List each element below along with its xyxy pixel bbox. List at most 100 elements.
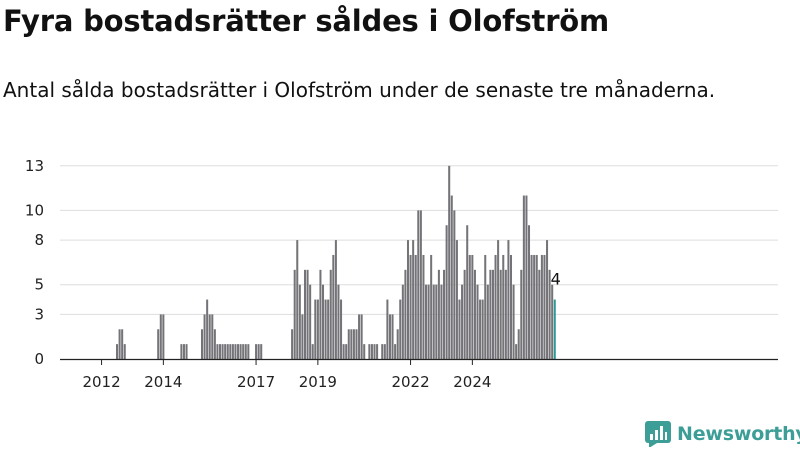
bar [399,299,402,359]
bar [422,254,425,359]
bar [229,344,232,359]
bar [445,225,448,359]
bar [213,329,216,359]
bar [244,344,247,359]
bar [540,254,543,359]
bar [432,284,435,359]
newsworthy-logo: Newsworthy [645,420,800,448]
bar [440,284,443,359]
bar [298,284,301,359]
bar [535,254,538,359]
bar [206,299,209,359]
bar [247,344,250,359]
bar [216,344,219,359]
bar [525,195,528,359]
bar [458,299,461,359]
bar [226,344,229,359]
bar [473,269,476,359]
bar [327,299,330,359]
bar [409,254,412,359]
x-tick-label: 2019 [299,373,337,391]
bar [427,284,430,359]
bar [461,284,464,359]
latest-value-label: 4 [551,270,561,289]
bar [231,344,234,359]
bar [522,195,525,359]
bar [466,225,469,359]
bar [497,240,500,359]
bar [419,210,422,359]
bar [239,344,242,359]
bar [486,284,489,359]
bar [159,314,162,359]
bar [455,240,458,359]
bar [334,240,337,359]
bar [538,269,541,359]
bar [255,344,258,359]
bar [370,344,373,359]
bar [396,329,399,359]
chart-subtitle: Antal sålda bostadsrätter i Olofström un… [3,78,716,102]
bar [391,314,394,359]
chart-title: Fyra bostadsrätter såldes i Olofström [3,4,610,38]
bar [301,314,304,359]
bar [296,240,299,359]
bar [291,329,294,359]
bar [340,299,343,359]
bar [257,344,260,359]
bar [520,269,523,359]
bar [373,344,376,359]
bar [381,344,384,359]
bar [347,329,350,359]
bar [180,344,183,359]
bar [476,284,479,359]
bar [401,284,404,359]
bar [463,269,466,359]
bar-latest [553,299,556,359]
bar [430,254,433,359]
bar [322,284,325,359]
bar [509,254,513,359]
bar [450,195,453,359]
bar [489,269,492,359]
bar [406,240,410,359]
bar [332,254,335,359]
bar [355,329,358,359]
bar [324,299,327,359]
bar [376,344,379,359]
bar [224,344,227,359]
bar [499,269,502,359]
bar [481,299,484,359]
bar [435,284,438,359]
bar [437,269,440,359]
bar [453,210,456,359]
bar [479,299,482,359]
bar [417,210,420,359]
bar [471,254,474,359]
bar [185,344,188,359]
bar [329,269,332,359]
bar [116,344,119,359]
bar [494,254,497,359]
bar [121,329,124,359]
bar [394,344,397,359]
bar [404,269,407,359]
bar [208,314,211,359]
bar [182,344,185,359]
x-tick-label: 2022 [391,373,429,391]
x-tick-label: 2024 [453,373,491,391]
x-tick-label: 2014 [144,373,182,391]
bar [368,344,371,359]
y-tick-label: 10 [25,201,44,219]
bar [383,344,386,359]
bar [309,284,312,359]
newsworthy-icon [645,421,671,447]
bar [448,165,451,359]
bar [528,225,531,359]
y-tick-label: 8 [34,231,44,249]
bar [342,344,345,359]
x-tick-label: 2012 [82,373,120,391]
bar [123,344,126,359]
bar [412,240,415,359]
